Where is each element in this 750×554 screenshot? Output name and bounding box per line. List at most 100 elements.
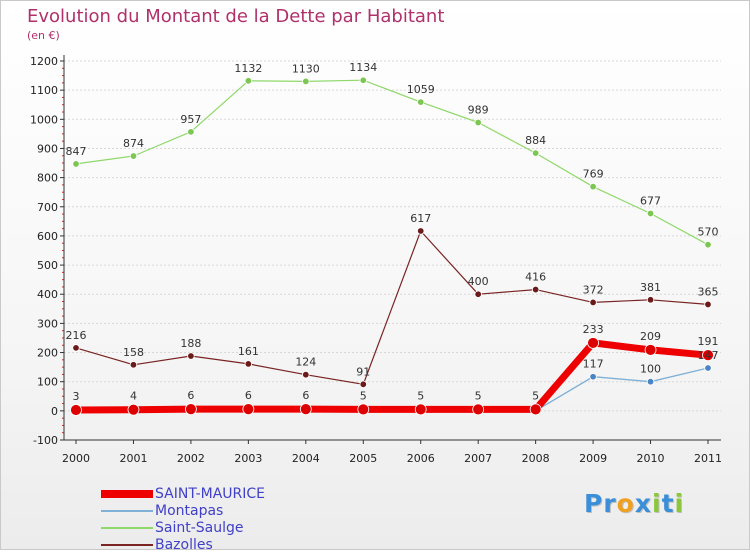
- data-label: 147: [698, 349, 719, 362]
- data-point: [474, 118, 482, 127]
- logo-letter: P: [584, 489, 604, 518]
- data-label: 6: [245, 389, 252, 402]
- data-point: [187, 128, 195, 136]
- data-point: [244, 77, 253, 85]
- data-point: [704, 300, 712, 309]
- x-tick-label: 2003: [234, 452, 262, 465]
- series-line-saint-saulge: [75, 79, 709, 246]
- y-tick-label: 300: [37, 317, 58, 330]
- data-point: [589, 182, 597, 191]
- data-point: [702, 349, 714, 362]
- data-label: 233: [583, 323, 604, 336]
- data-point: [187, 352, 195, 360]
- logo-letter: o: [616, 489, 635, 518]
- data-label: 416: [525, 271, 546, 284]
- data-label: 216: [66, 329, 87, 342]
- logo-letter: x: [634, 489, 652, 518]
- y-tick-label: 100: [37, 376, 58, 389]
- data-point: [414, 403, 427, 416]
- data-label: 5: [475, 389, 482, 402]
- data-label: 847: [66, 145, 87, 158]
- series-line-saint-maurice: [72, 339, 712, 414]
- data-point: [704, 240, 712, 249]
- data-point: [185, 403, 197, 415]
- logo-letter: i: [674, 489, 685, 518]
- data-point: [302, 370, 310, 379]
- y-tick-label: 600: [37, 230, 58, 243]
- chart-title: Evolution du Montant de la Dette par Hab…: [27, 6, 445, 27]
- x-tick-label: 2001: [119, 452, 147, 465]
- data-label: 1130: [292, 62, 320, 75]
- gridlines: [64, 60, 721, 441]
- legend-label: Saint-Saulge: [155, 520, 244, 536]
- y-tick-label: 800: [37, 172, 58, 185]
- logo-letter: r: [603, 489, 617, 518]
- data-label: 874: [123, 137, 144, 150]
- data-point: [417, 98, 425, 106]
- logo-letter: t: [661, 489, 675, 518]
- x-tick-label: 2005: [349, 452, 377, 465]
- x-tick-label: 2007: [464, 452, 492, 465]
- data-point: [587, 337, 599, 349]
- data-label: 381: [640, 281, 661, 294]
- data-point: [302, 77, 310, 86]
- data-label: 1059: [407, 83, 435, 96]
- data-label: 1134: [349, 61, 377, 74]
- data-label: 365: [698, 285, 719, 298]
- data-label: 161: [238, 345, 259, 358]
- axes: -100 0 100 200 300 400 500 600 700 800 900 1000 1100…: [30, 55, 722, 465]
- y-tick-label: 400: [37, 288, 58, 301]
- data-point: [129, 361, 138, 369]
- legend-swatch: [101, 490, 153, 498]
- y-tick-label: 200: [37, 347, 58, 360]
- data-point: [357, 403, 370, 416]
- data-point: [531, 149, 540, 157]
- data-point: [242, 403, 255, 415]
- data-label: 1132: [234, 62, 262, 75]
- y-tick-label: 1100: [30, 84, 58, 97]
- proxiti-logo: Proxiti: [584, 489, 684, 518]
- y-tick-label: 500: [37, 259, 58, 272]
- data-point: [417, 227, 425, 235]
- data-label: 3: [73, 390, 80, 403]
- series-line-montapas: [75, 367, 709, 412]
- data-point: [646, 377, 655, 386]
- x-tick-label: 2006: [407, 452, 435, 465]
- data-point: [589, 373, 597, 381]
- data-label: 5: [360, 389, 367, 402]
- data-point: [299, 403, 312, 415]
- data-label: 957: [180, 113, 201, 126]
- data-label: 989: [468, 104, 489, 117]
- data-label: 5: [417, 389, 424, 402]
- logo-letter: i: [652, 489, 662, 518]
- legend-swatch: [101, 544, 153, 546]
- data-point: [129, 152, 138, 160]
- series-lines: [70, 76, 714, 416]
- legend-label: Montapas: [155, 503, 224, 519]
- data-point: [359, 380, 367, 389]
- x-tick-label: 2004: [292, 452, 320, 465]
- data-point: [474, 290, 482, 298]
- data-label: 124: [295, 356, 316, 369]
- data-label: 100: [640, 363, 661, 376]
- x-tick-label: 2010: [637, 452, 665, 465]
- data-point: [531, 285, 540, 294]
- y-tick-label: -100: [33, 434, 58, 447]
- x-tick-label: 2008: [522, 452, 550, 465]
- data-label: 400: [468, 275, 489, 288]
- data-label: 677: [640, 194, 661, 207]
- data-label: 209: [640, 330, 661, 343]
- series-line-bazolles: [75, 230, 709, 385]
- data-point: [646, 209, 655, 218]
- data-label: 5: [532, 389, 539, 402]
- y-tick-label: 1200: [30, 55, 58, 68]
- data-point: [127, 403, 140, 416]
- data-label: 769: [583, 168, 604, 181]
- data-point: [704, 364, 712, 372]
- data-label: 191: [698, 335, 719, 348]
- data-point: [72, 160, 80, 168]
- data-label: 188: [180, 337, 201, 350]
- data-label: 6: [187, 389, 194, 402]
